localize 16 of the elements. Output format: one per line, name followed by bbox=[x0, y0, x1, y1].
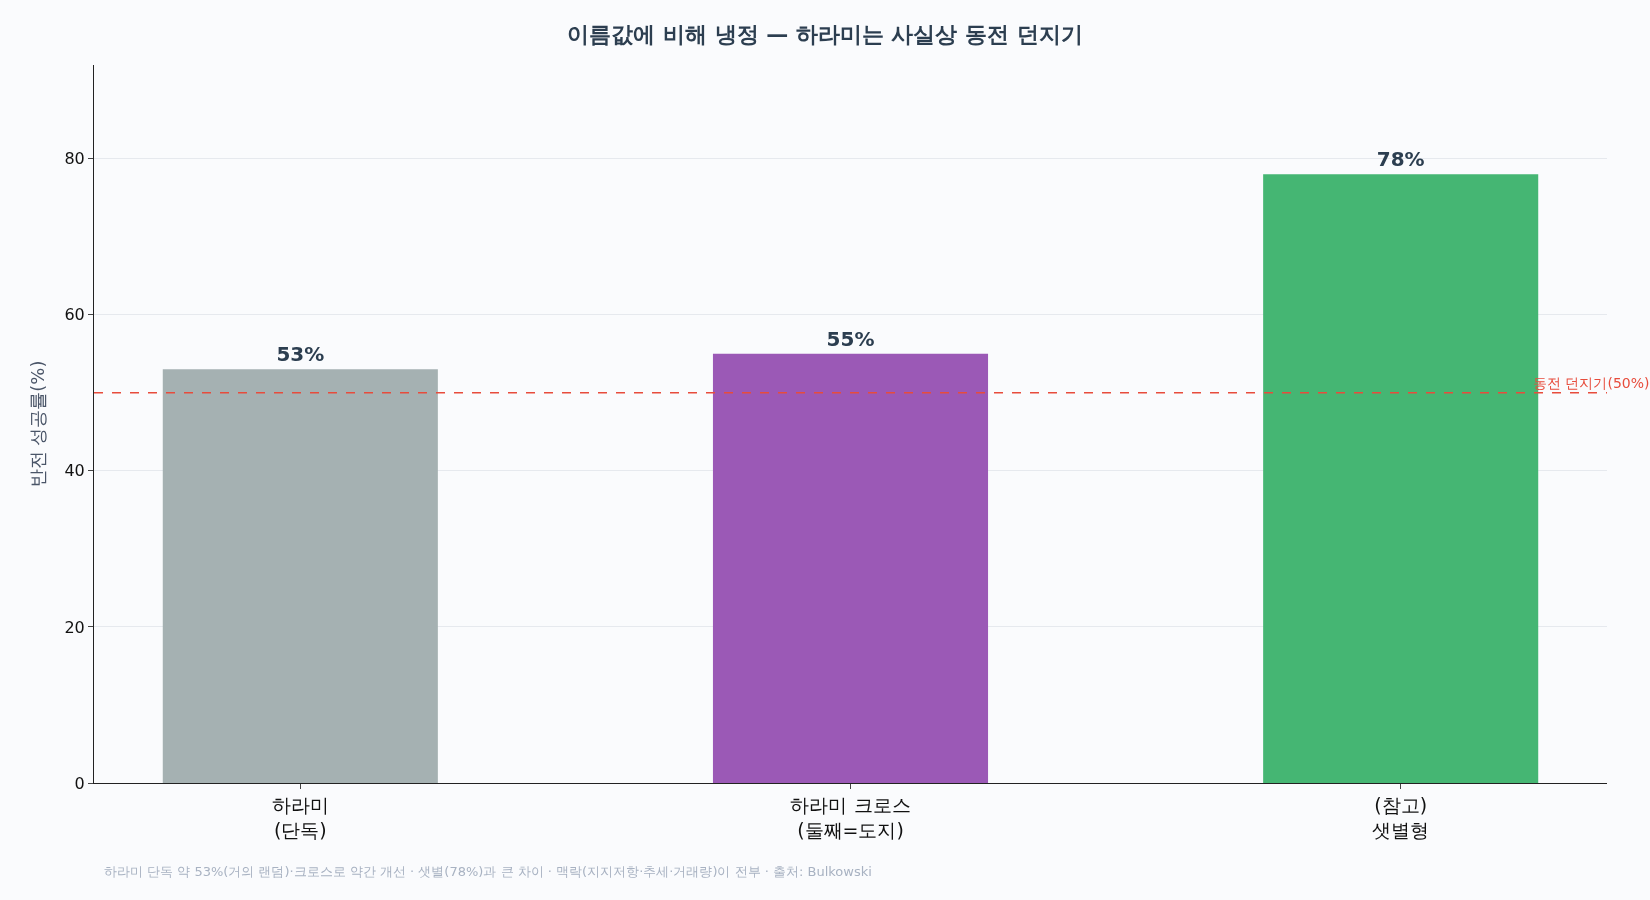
x-tick-label: 하라미 (단독) bbox=[271, 793, 329, 841]
y-tick-label: 80 bbox=[64, 149, 85, 169]
y-axis-title: 반전 성공률(%) bbox=[26, 360, 48, 488]
y-tick-label: 60 bbox=[64, 305, 85, 325]
y-tick-label: 20 bbox=[64, 617, 85, 637]
x-tick-label: (참고) 샛별형 bbox=[1372, 793, 1430, 841]
data-label: 78% bbox=[1376, 147, 1425, 172]
bar bbox=[712, 353, 989, 783]
text: 하라미 단독 약 53%(거의 랜덤)·크로스로 약간 개선 · 샛별(78%)과 큰 차이 · 맥락(지지저항·추세·거래량)이 전부 · 출처: Bulkowski bbox=[104, 864, 872, 879]
data-label: 55% bbox=[826, 326, 875, 351]
chart-title: 이름값에 비해 냉정 — 하라미는 사실상 동전 던지기 bbox=[567, 22, 1083, 48]
bar bbox=[162, 369, 438, 783]
x-tick-label: 하라미 크로스 (둘째=도지) bbox=[790, 793, 911, 841]
data-label: 53% bbox=[276, 342, 325, 367]
y-tick-label: 0 bbox=[74, 773, 85, 793]
y-tick-label: 40 bbox=[64, 461, 85, 481]
